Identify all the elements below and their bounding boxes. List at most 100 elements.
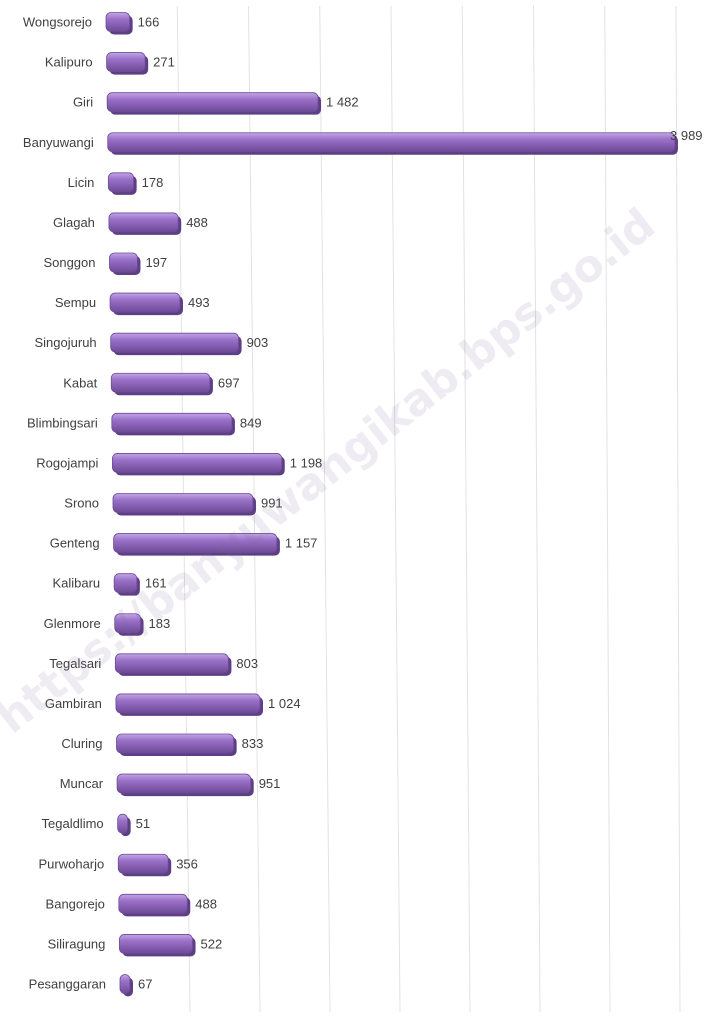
- category-label: Glagah: [53, 215, 95, 230]
- value-label: 183: [149, 616, 171, 631]
- value-labels: 166 271 1 482 3 989 178 488 197 493 903 697 849 1 1…: [136, 15, 703, 992]
- bar: [113, 573, 140, 596]
- value-label: 1 198: [290, 455, 323, 470]
- value-label: 488: [195, 896, 217, 911]
- bar-face: [114, 653, 229, 674]
- category-label: Licin: [68, 175, 95, 190]
- bar: [110, 332, 242, 356]
- bar-face: [108, 212, 179, 233]
- bar: [113, 533, 280, 556]
- category-label: Wongsorejo: [23, 15, 92, 30]
- bar-face: [107, 132, 676, 153]
- value-label: 951: [259, 776, 281, 791]
- bar: [109, 292, 183, 316]
- value-label: 178: [142, 175, 164, 190]
- bar-face: [107, 172, 135, 193]
- category-label: Kabat: [63, 375, 97, 390]
- bar: [119, 934, 196, 957]
- category-label: Cluring: [61, 736, 102, 751]
- category-label: Purwoharjo: [38, 856, 104, 871]
- bar-face: [119, 934, 193, 954]
- bar-face: [114, 613, 141, 634]
- bar-face: [116, 773, 252, 794]
- bars: [105, 12, 678, 997]
- category-label: Srono: [64, 496, 99, 511]
- bar-face: [110, 332, 239, 353]
- category-label: Genteng: [50, 536, 100, 551]
- gridline: [390, 5, 401, 1013]
- value-label: 197: [145, 255, 167, 270]
- value-label: 849: [240, 415, 262, 430]
- bar-face: [119, 974, 131, 994]
- gridline: [604, 5, 611, 1013]
- category-label: Tegaldlimo: [42, 816, 104, 831]
- category-label: Sempu: [55, 295, 96, 310]
- gridline: [319, 5, 331, 1013]
- gridlines: [176, 5, 681, 1013]
- gridline: [533, 5, 541, 1013]
- category-label: Giri: [73, 95, 93, 110]
- value-label: 166: [138, 15, 160, 30]
- category-label: Bangorejo: [46, 896, 105, 911]
- bar-face: [112, 493, 254, 513]
- category-label: Blimbingsari: [27, 415, 98, 430]
- bar: [105, 12, 133, 35]
- bar-face: [113, 573, 138, 594]
- bar: [115, 693, 264, 716]
- value-label: 493: [188, 295, 210, 310]
- bar: [116, 773, 254, 797]
- bar: [118, 893, 191, 917]
- bar-face: [106, 52, 146, 72]
- bar: [106, 52, 149, 75]
- bar: [112, 493, 256, 516]
- bar-face: [111, 412, 233, 433]
- bar: [114, 653, 232, 676]
- category-label: Kalibaru: [52, 576, 100, 591]
- bar: [114, 613, 144, 636]
- bar-face: [117, 853, 169, 874]
- bar: [110, 372, 213, 396]
- bar-face: [110, 372, 211, 393]
- gridline: [675, 5, 681, 1013]
- gridline: [461, 5, 471, 1013]
- bar-face: [116, 733, 235, 754]
- value-label: 67: [138, 977, 152, 992]
- value-label: 1 024: [268, 696, 301, 711]
- value-label: 522: [201, 936, 223, 951]
- category-labels: Wongsorejo Kalipuro Giri Banyuwangi Licin Gla…: [23, 15, 106, 992]
- value-label: 697: [218, 375, 240, 390]
- value-label: 903: [247, 335, 269, 350]
- category-label: Muncar: [60, 776, 104, 791]
- bar: [117, 813, 131, 837]
- value-label: 1 157: [285, 536, 318, 551]
- bar: [108, 212, 182, 235]
- bar-face: [109, 252, 138, 273]
- category-label: Pesanggaran: [29, 977, 106, 992]
- category-label: Rogojampi: [36, 455, 98, 470]
- category-label: Songgon: [43, 255, 95, 270]
- category-label: Gambiran: [45, 696, 102, 711]
- value-label: 991: [261, 496, 283, 511]
- bar: [107, 132, 678, 155]
- bar: [119, 974, 133, 997]
- bar: [106, 92, 322, 115]
- bar-face: [115, 693, 261, 714]
- value-label: 51: [136, 816, 150, 831]
- bar: [111, 412, 235, 436]
- value-label: 488: [186, 215, 208, 230]
- watermark: https://banyuwangikab.bps.go.id: [0, 199, 665, 744]
- value-label: 356: [176, 856, 198, 871]
- category-label: Kalipuro: [45, 55, 93, 70]
- bar-face: [112, 453, 283, 473]
- category-label: Glenmore: [44, 616, 101, 631]
- category-label: Singojuruh: [35, 335, 97, 350]
- value-label: 1 482: [326, 95, 359, 110]
- value-label: 271: [153, 55, 175, 70]
- bar: [107, 172, 137, 195]
- bar: [117, 853, 172, 877]
- bar-face: [109, 292, 181, 313]
- category-label: Siliragung: [48, 936, 106, 951]
- value-label: 803: [236, 656, 258, 671]
- bar: [116, 733, 237, 756]
